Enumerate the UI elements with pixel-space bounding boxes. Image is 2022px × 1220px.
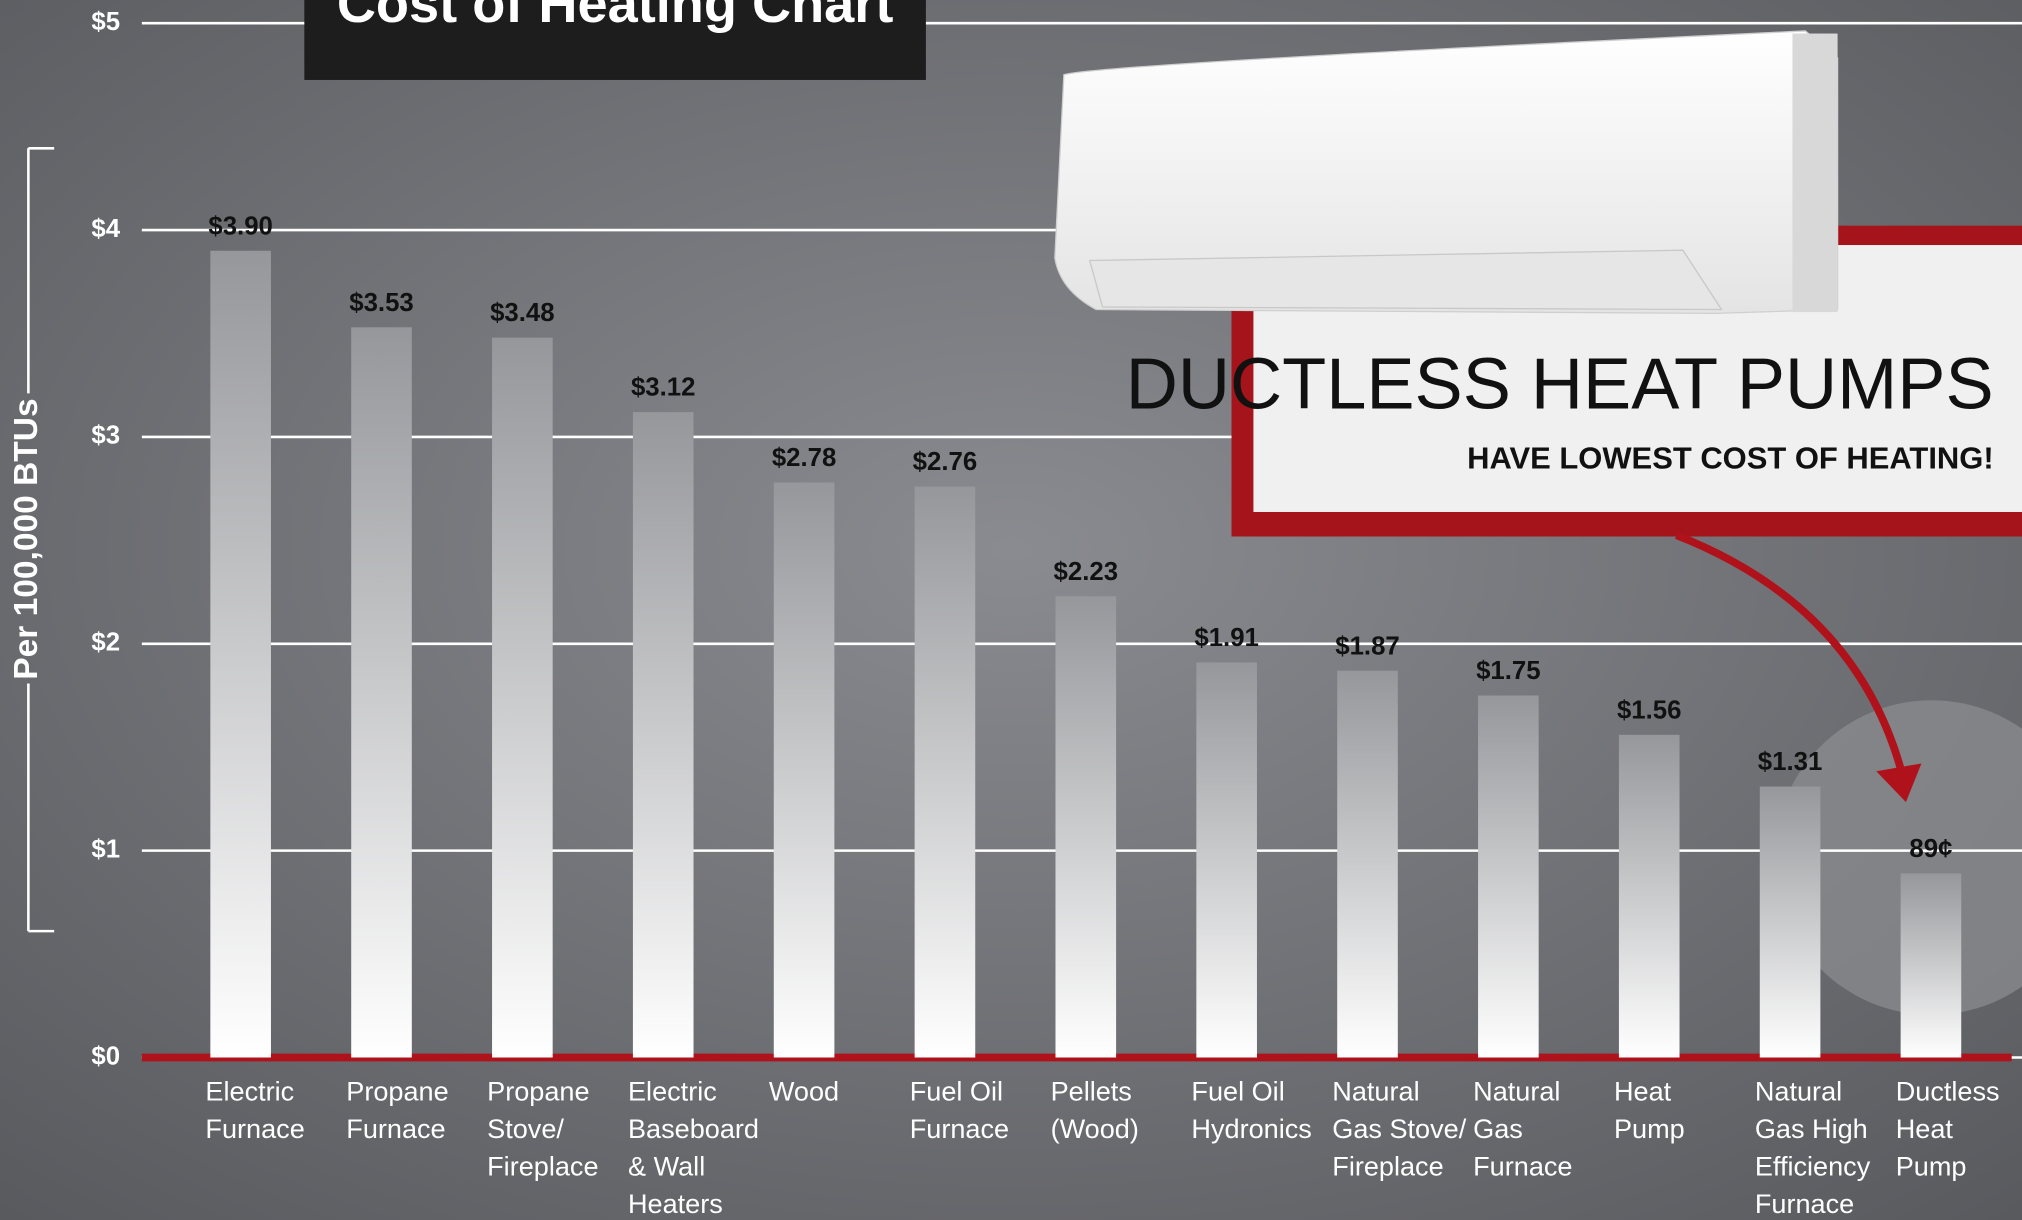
value-label: $3.48	[490, 299, 555, 327]
unit-side	[1792, 34, 1837, 313]
value-label: $1.56	[1617, 696, 1682, 724]
value-label: $1.31	[1758, 748, 1823, 776]
y-tick-label: $2	[91, 629, 120, 657]
value-label: $1.91	[1194, 624, 1259, 652]
value-label: $2.78	[772, 444, 837, 472]
bar	[1901, 873, 1962, 1057]
bar	[1478, 696, 1539, 1058]
bar	[774, 482, 835, 1057]
y-tick-label: $3	[91, 422, 120, 450]
bar	[210, 251, 271, 1058]
callout-subtitle: HAVE LOWEST COST OF HEATING!	[1467, 441, 1993, 476]
callout-title: DUCTLESS HEAT PUMPS	[1126, 345, 1994, 425]
unit-vent	[1090, 250, 1722, 309]
bar	[1055, 596, 1116, 1057]
bar	[492, 338, 553, 1058]
bar	[1760, 787, 1821, 1058]
value-label: $3.53	[349, 289, 414, 317]
value-label: $3.90	[208, 212, 273, 240]
page: {"chart_data": { "type": "bar", "title":…	[0, 0, 2022, 1220]
value-label: $3.12	[631, 374, 696, 402]
y-axis-label: Per 100,000 BTUs	[8, 398, 45, 679]
y-tick-label: $1	[91, 835, 120, 863]
value-label: $1.87	[1335, 632, 1400, 660]
chart: $0$1$2$3$4$5$3.90ElectricFurnace$3.53Pro…	[0, 0, 2022, 1220]
value-label: $2.23	[1054, 558, 1119, 586]
value-label: $1.75	[1476, 657, 1541, 685]
value-label: $2.76	[913, 448, 978, 476]
bar	[1337, 671, 1398, 1058]
value-label: 89¢	[1909, 835, 1952, 863]
y-tick-label: $5	[91, 8, 120, 36]
y-tick-label: $0	[91, 1042, 120, 1070]
bar	[1619, 735, 1680, 1058]
chart-title: Cost of Heating Chart	[337, 0, 894, 34]
heat-pump-unit	[1055, 31, 1838, 313]
y-tick-label: $4	[91, 215, 120, 243]
x-tick-label: Wood	[769, 1076, 839, 1107]
bar	[1196, 662, 1257, 1057]
bar	[915, 487, 976, 1058]
bar	[633, 412, 694, 1057]
bar	[351, 327, 412, 1057]
